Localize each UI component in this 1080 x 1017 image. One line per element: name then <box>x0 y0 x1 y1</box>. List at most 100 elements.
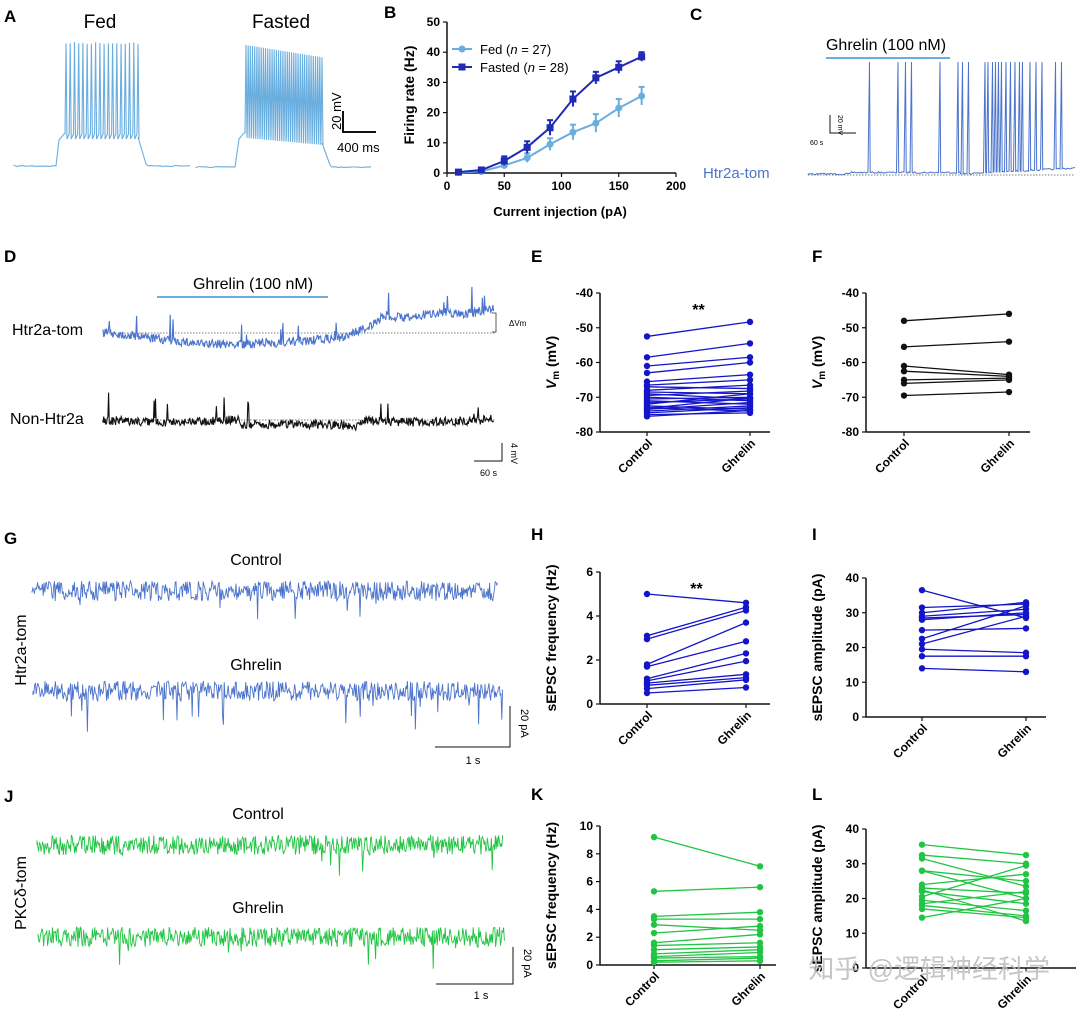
panel-b-chart: B Current injection (pA) Firing rate (Hz… <box>384 3 686 219</box>
pair-point-control <box>918 626 926 634</box>
legend-fasted: Fasted (n = 28) <box>480 60 569 75</box>
panel-letter-b: B <box>384 3 396 22</box>
scale-v-a: 20 mV <box>329 92 344 130</box>
pair-line <box>921 648 1027 654</box>
b-point-fasted <box>569 95 577 103</box>
pair-line <box>903 341 1010 348</box>
panel-h-chart: H 0 2 4 6 Control Ghrelin sEPSC frequency (Hz) *… <box>531 525 770 748</box>
b-legend: Fed (n = 27) Fasted (n = 28) <box>452 42 569 75</box>
g-cell-label: Htr2a-tom <box>13 614 30 685</box>
pair-point-control <box>650 921 658 928</box>
scale-bar-c <box>829 115 856 134</box>
pair-point-ghrelin <box>742 619 750 626</box>
pair-line <box>653 836 761 867</box>
ytick-label: 40 <box>846 822 860 836</box>
b-point-fasted <box>454 168 462 176</box>
ytick-label: -80 <box>842 425 860 439</box>
dvm-label: ΔVm <box>509 319 527 328</box>
pair-point-control <box>643 635 651 643</box>
pair-line <box>646 397 751 410</box>
g-ghrelin-label: Ghrelin <box>230 657 282 674</box>
b-point-fed <box>569 128 577 136</box>
pair-point-ghrelin <box>742 684 750 691</box>
ytick-label: 2 <box>586 653 593 667</box>
pair-line <box>646 606 747 637</box>
pair-line <box>653 911 761 917</box>
pair-point-ghrelin <box>1022 883 1030 890</box>
b-point-fasted <box>592 74 600 82</box>
pair-line <box>921 897 1027 919</box>
scale-v-d: 4 mV <box>509 443 519 464</box>
pair-point-ghrelin <box>742 607 750 614</box>
pair-line <box>921 870 1027 882</box>
pair-line <box>646 686 747 694</box>
pair-point-control <box>643 590 651 598</box>
ytick-label: 0 <box>852 961 859 975</box>
pair-point-ghrelin <box>1022 907 1030 914</box>
pair-point-ghrelin <box>1022 888 1030 895</box>
pair-line <box>646 401 751 411</box>
ytick-label: 6 <box>586 875 593 889</box>
pair-point-control <box>650 959 658 966</box>
scale-t-j: 1 s <box>474 990 489 1002</box>
pair-point-control <box>900 367 908 375</box>
pair-point-ghrelin <box>1022 851 1030 859</box>
pair-point-ghrelin <box>1022 862 1030 869</box>
pair-point-ghrelin <box>746 407 754 414</box>
scale-v-c: 20 mV <box>836 115 843 136</box>
b-ytick-label: 50 <box>427 15 441 29</box>
ylabel: sEPSC frequency (Hz) <box>543 564 559 711</box>
pair-line <box>903 391 1010 397</box>
b-ylabel: Firing rate (Hz) <box>401 46 417 145</box>
pair-line <box>653 942 761 947</box>
pair-line <box>653 951 761 958</box>
pair-line <box>646 361 751 374</box>
panel-letter-k: K <box>531 785 544 804</box>
b-point-fasted <box>615 63 623 71</box>
panel-a: A Fed Fasted 20 mV 400 ms <box>4 7 380 169</box>
pair-point-control <box>918 604 926 611</box>
b-point-fed <box>546 140 554 148</box>
pair-line <box>646 593 747 604</box>
pair-line <box>921 601 1027 614</box>
pair-line <box>921 864 1027 898</box>
ylabel: sEPSC amplitude (pA) <box>809 825 825 973</box>
pair-line <box>653 924 761 931</box>
pair-line <box>921 612 1027 621</box>
pair-point-ghrelin <box>756 908 764 916</box>
pair-point-control <box>643 663 651 670</box>
pair-point-ghrelin <box>756 863 764 870</box>
panel-letter-l: L <box>812 785 822 804</box>
pair-point-control <box>650 833 658 841</box>
panel-j: J Control Ghrelin PKCδ-tom 20 pA 1 s <box>4 787 533 1002</box>
panel-c: C Ghrelin (100 nM) 20 mV 60 s Htr2a-tom <box>690 5 1076 182</box>
b-point-fasted <box>638 53 646 61</box>
ytick-label: -40 <box>842 286 860 300</box>
fed-voltage-trace <box>13 42 191 168</box>
pair-point-ghrelin <box>1022 613 1030 620</box>
pair-point-control <box>900 362 908 370</box>
pair-point-control <box>643 362 651 370</box>
pair-point-control <box>918 914 926 921</box>
pair-line <box>646 660 747 682</box>
b-xtick-label: 100 <box>551 179 571 193</box>
fasted-label: Fasted <box>252 12 310 33</box>
ytick-label: 10 <box>846 675 860 689</box>
pair-line <box>921 887 1027 894</box>
pair-line <box>646 342 751 358</box>
pair-point-control <box>918 640 926 648</box>
b-xtick-label: 200 <box>666 179 686 193</box>
significance-marker: ** <box>690 581 703 598</box>
pair-point-control <box>918 646 926 653</box>
ytick-label: 10 <box>580 819 594 833</box>
pair-point-control <box>900 392 908 399</box>
panel-letter-a: A <box>4 7 16 26</box>
pair-point-ghrelin <box>1022 895 1030 902</box>
pair-point-ghrelin <box>1022 668 1030 676</box>
pair-point-ghrelin <box>756 931 764 938</box>
pair-point-control <box>918 665 926 672</box>
pair-line <box>646 673 747 684</box>
pair-point-control <box>650 929 658 937</box>
ytick-label: -80 <box>576 425 594 439</box>
ytick-label: 40 <box>846 571 860 585</box>
